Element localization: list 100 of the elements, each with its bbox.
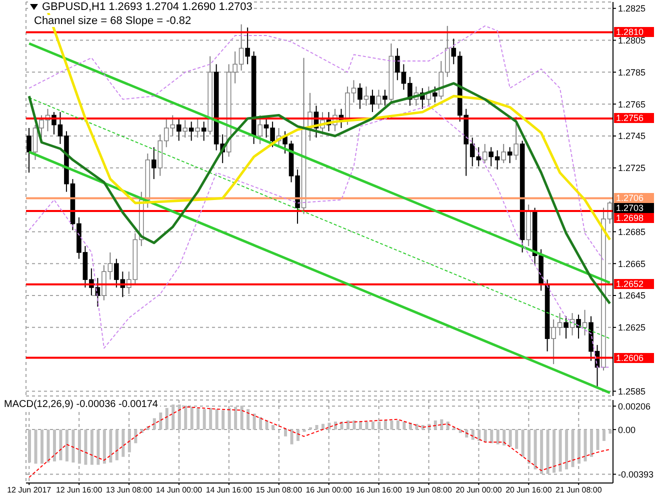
candlestick [151,146,156,180]
bar [440,419,444,430]
candlestick [514,116,518,160]
x-tick-label: 16 Jun 00:00 [306,486,353,495]
bar [252,414,256,430]
x-tick-label: 14 Jun 16:00 [206,486,253,495]
text: Channel size = 68 Slope = -0.82 [32,15,194,27]
y-tick-label: 0.00 [618,424,636,435]
x-tick-label: 14 Jun 00:00 [156,486,203,495]
candlestick [182,120,188,138]
bar [521,430,524,457]
candlestick [188,121,194,142]
candlestick [32,124,38,160]
x-tick-label: 15 Jun 08:00 [256,486,303,495]
bar [502,430,506,446]
bar [471,430,474,440]
ref-line-label: 1.2652 [614,279,654,290]
bar [215,409,218,430]
candlestick [376,89,382,110]
y-tick-label: 1.2645 [618,290,646,301]
bar [552,430,556,473]
y-tick-label: 0.00206 [618,401,651,412]
bar [571,430,574,468]
bar [128,430,131,452]
candlestick [364,86,369,106]
bar [478,430,481,441]
bar [540,430,544,474]
bar [378,422,381,430]
candlestick [258,114,262,144]
bar [65,430,68,462]
candlestick [176,118,182,142]
x-tick-label: 19 Jun 08:00 [406,486,452,495]
y-tick-label: 1.2585 [618,386,646,396]
bar [122,430,125,457]
bar [228,408,231,430]
candlestick [501,143,506,164]
candlestick [582,309,588,336]
text: 1.2703 [614,203,654,214]
chart-title: MACD(12,26,9) -0.00036 -0.00174 [4,399,158,410]
bar [184,406,188,430]
bar [109,430,112,463]
bar [246,409,250,430]
bar [346,420,350,430]
bar [602,430,606,441]
candlestick [482,143,488,164]
x-tick-label: 20 Jun 00:00 [456,486,502,495]
bar [84,430,88,465]
candlestick [507,146,512,164]
bar [234,406,238,430]
candlestick [201,121,206,142]
bar [152,418,156,430]
bar [534,430,537,470]
bar [296,430,300,441]
bar [515,430,518,449]
bar [222,410,225,430]
bar [496,430,500,444]
bar [578,430,581,464]
bar [596,430,600,450]
bar [584,430,587,462]
bar [40,430,44,464]
ref-line-label: 1.2810 [614,27,654,38]
bar [390,420,394,430]
bar [322,424,324,430]
bar [315,425,318,430]
candlestick [195,118,200,138]
bar [446,422,450,430]
bar [371,422,374,430]
line-series [28,25,604,261]
x-tick-label: 13 Jun 08:00 [106,486,153,495]
bar [402,422,406,430]
candlestick [382,89,388,106]
x-tick-label: 21 Jun 08:00 [556,486,602,495]
bar [165,408,168,430]
bar [159,412,162,430]
bar [196,408,200,430]
bar [365,422,368,430]
bar [415,424,418,430]
bar [328,422,331,430]
line-series [28,82,612,305]
bar [546,430,550,474]
x-tick-label: 20 Jun 16:00 [506,486,552,495]
bar [558,430,562,472]
bar [265,420,268,430]
bar [202,409,206,430]
candlestick [26,128,32,174]
x-tick-label: 12 Jun 2017 [7,486,52,495]
bar [528,430,531,464]
bar [190,406,194,430]
y-tick-label: 1.2745 [618,131,646,142]
bar [96,430,100,465]
bar [46,430,50,463]
bar [52,430,56,462]
ref-line-label: 1.2698 [614,213,654,224]
bar [178,404,181,430]
bar [396,420,400,430]
bar [259,417,262,430]
bar [284,430,288,436]
bar [565,430,568,470]
y-tick-label: 1.2625 [618,322,646,333]
bar [102,430,106,464]
